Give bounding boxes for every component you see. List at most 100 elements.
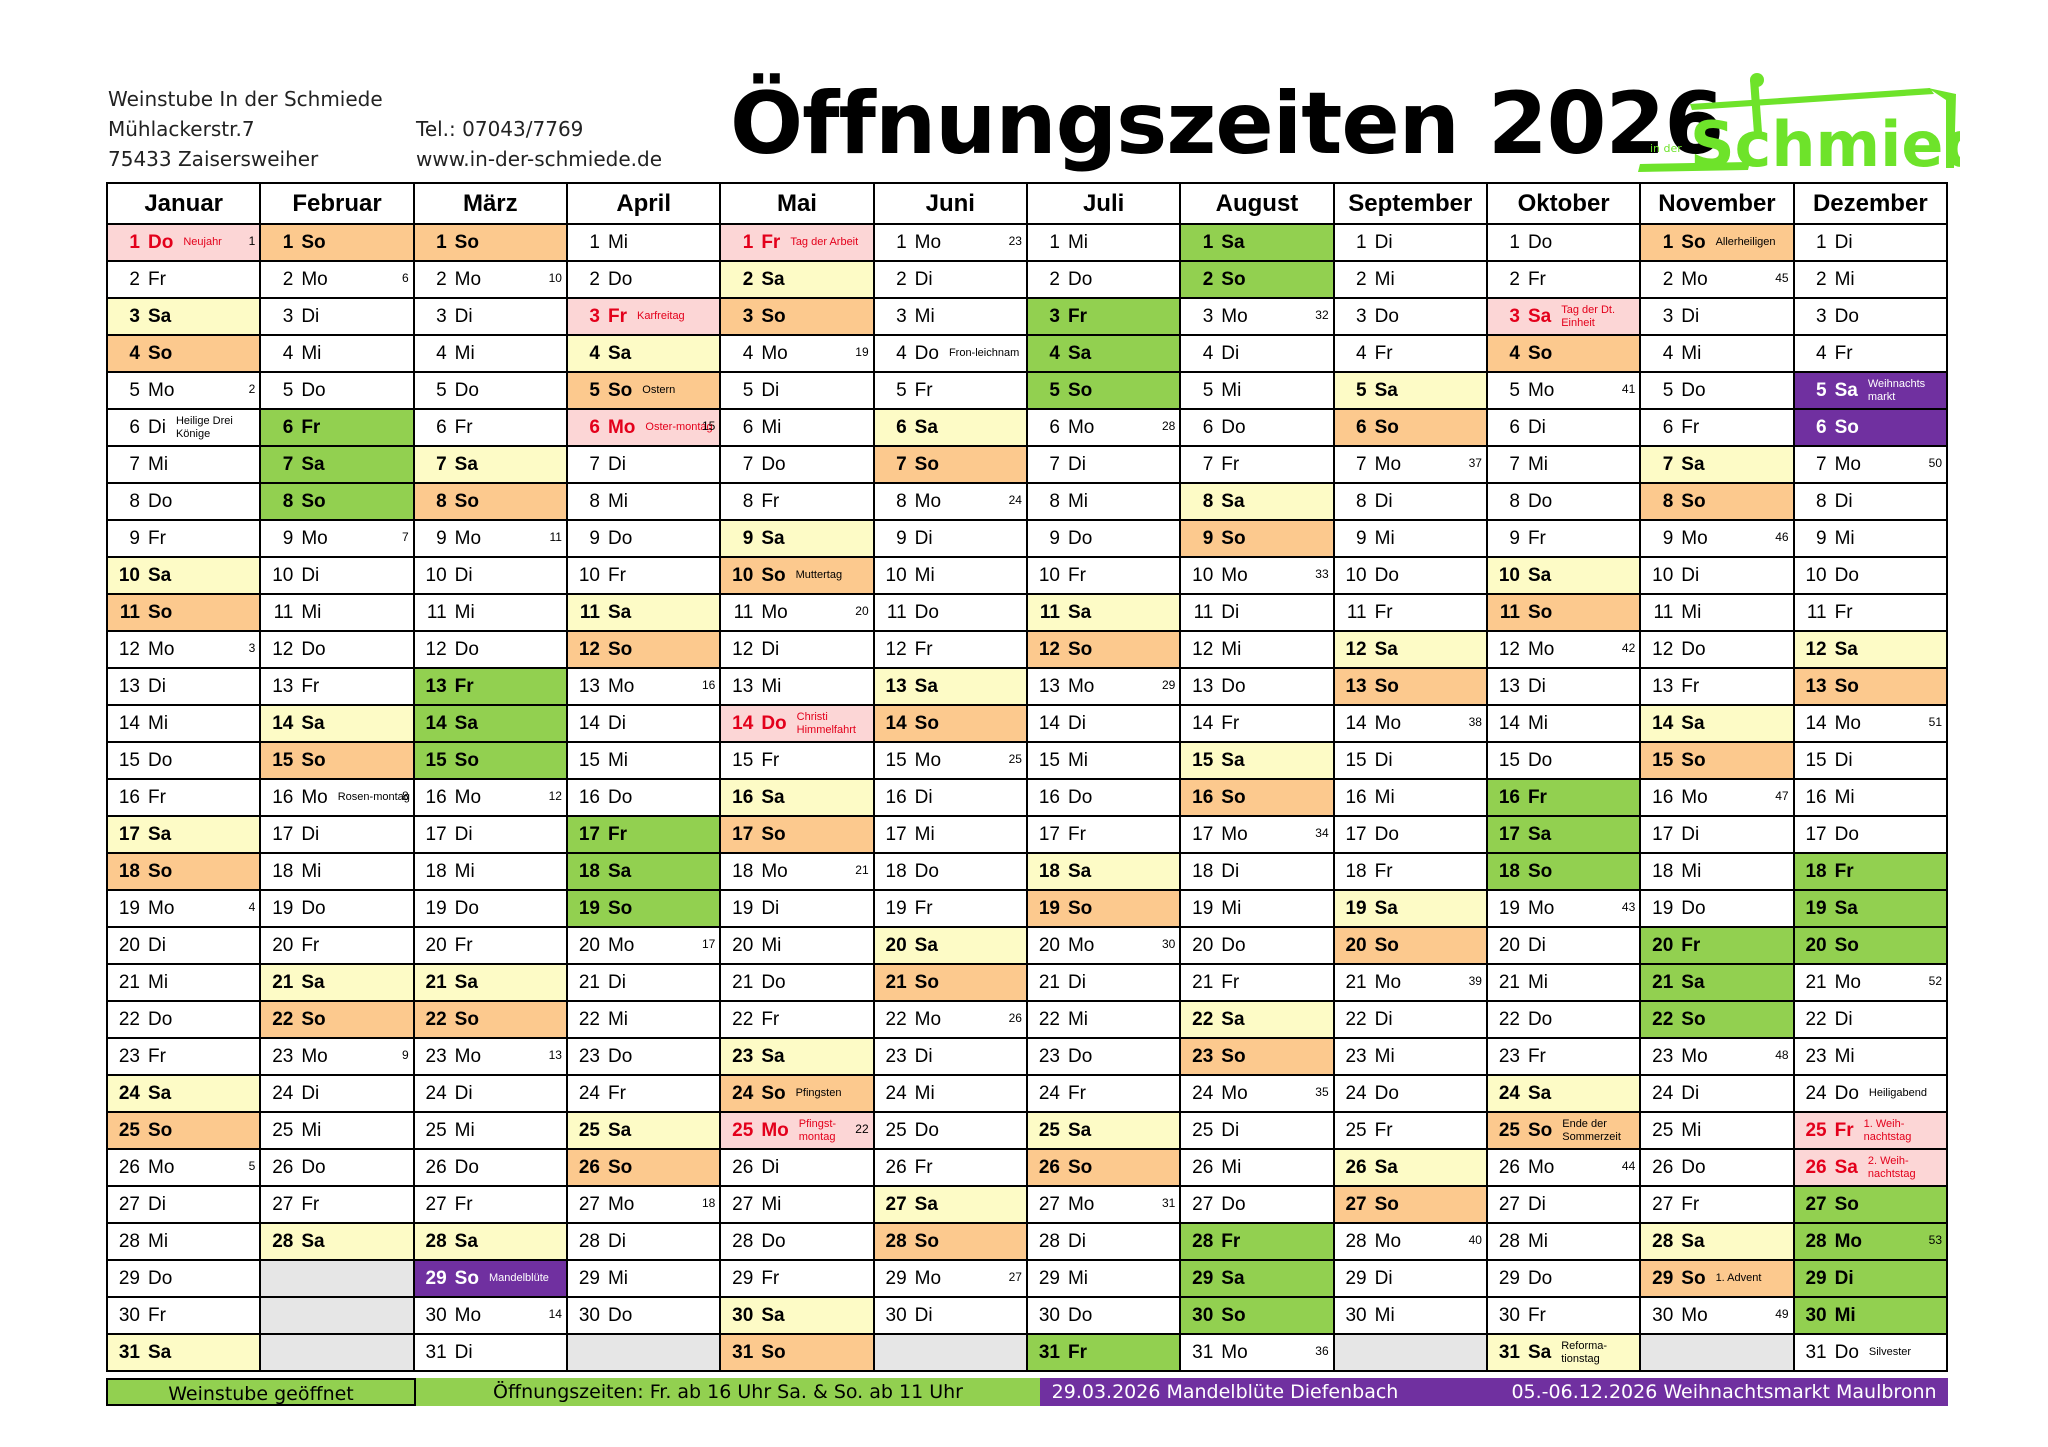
day-cell: 7 Mo 37 <box>1332 445 1488 484</box>
weekday: So <box>1834 675 1859 697</box>
day-cell-content: 31 So <box>721 1335 873 1370</box>
day-cell: 12 Do <box>412 630 568 669</box>
day-number: 8 <box>742 490 754 512</box>
day-cell-content: 24 Mi <box>875 1076 1026 1111</box>
day-number: 20 <box>272 934 294 956</box>
calendar-row: 1 Do Neujahr 1 1 So 1 So 1 Mi 1 Fr Tag der Arbeit 1 Mo… <box>105 223 1949 262</box>
day-cell: 24 Fr <box>565 1074 722 1113</box>
day-cell: 1 So Allerheiligen <box>1639 223 1795 262</box>
day-cell: 8 Sa <box>1179 482 1335 521</box>
day-number: 8 <box>1816 490 1827 512</box>
day-cell-content: 25 Do <box>875 1113 1026 1148</box>
day-cell: 17 Do <box>1792 815 1949 854</box>
day-number: 2 <box>1356 268 1367 290</box>
weekday: Fr <box>1834 1119 1854 1141</box>
day-cell-content: 25 Fr 1. Weih-nachtstag <box>1794 1113 1946 1148</box>
day-number: 6 <box>129 416 140 438</box>
day-cell: 27 Sa <box>872 1185 1028 1224</box>
day-number: 28 <box>732 1230 754 1252</box>
day-cell-content: 27 So <box>1794 1187 1946 1222</box>
weekday: Fr <box>761 231 781 253</box>
day-cell: 12 Di <box>719 630 875 669</box>
logo-text: Schmiede <box>1690 108 1960 176</box>
day-number: 13 <box>425 675 447 697</box>
weekday: Mo <box>761 860 788 882</box>
day-cell-content: 29 Mi <box>1028 1261 1179 1296</box>
day-number: 18 <box>272 860 294 882</box>
day-cell-content: 25 So Ende der Sommerzeit <box>1487 1113 1640 1148</box>
day-number: 25 <box>1345 1119 1367 1141</box>
legend-event-mandelbluete: 29.03.2026 Mandelblüte Diefenbach <box>1051 1381 1399 1403</box>
day-cell: 22 Di <box>1332 1000 1488 1039</box>
weekday: So <box>1527 342 1553 364</box>
weekday: Mo <box>1834 971 1862 993</box>
day-number: 3 <box>282 305 294 327</box>
day-cell-content: 8 So <box>1641 484 1793 519</box>
day-number: 23 <box>1805 1045 1827 1067</box>
day-number: 6 <box>742 416 754 438</box>
day-cell-content: 5 Do <box>1641 373 1792 408</box>
day-cell-content: 27 Di <box>1488 1187 1639 1222</box>
weekday: Di <box>454 305 473 327</box>
day-cell: 31 Sa Reforma-tionstag <box>1485 1333 1642 1372</box>
day-cell-content: 26 Mo 44 <box>1488 1150 1639 1185</box>
calendar-row: 12 Mo 3 12 Do 12 Do 12 So 12 Di 12 Fr 12 So 12 Mi 12 Sa 12 M… <box>105 630 1949 669</box>
day-number: 25 <box>1038 1119 1060 1141</box>
day-number: 5 <box>1049 379 1060 401</box>
day-cell-content: 7 So <box>874 447 1026 482</box>
day-cell: 13 Fr <box>259 667 415 706</box>
day-cell: 25 Sa <box>565 1111 722 1150</box>
day-number: 3 <box>896 305 907 327</box>
day-note: Silvester <box>1868 1346 1912 1358</box>
day-cell-content: 8 Mo 24 <box>875 484 1026 519</box>
day-cell: 4 Fr <box>1792 334 1949 373</box>
day-number: 17 <box>1652 823 1674 845</box>
weekday: Mo <box>607 1193 635 1215</box>
weekday: Di <box>301 564 320 586</box>
empty-day-cell <box>1639 1333 1795 1372</box>
day-number: 29 <box>1038 1267 1060 1289</box>
week-number: 38 <box>1468 715 1482 729</box>
weekday: Mi <box>607 1008 629 1030</box>
day-cell-content: 22 Fr <box>721 1002 872 1037</box>
day-note: 1. Advent <box>1715 1272 1762 1284</box>
day-number: 27 <box>1652 1193 1674 1215</box>
day-cell: 28 Mo 40 <box>1332 1222 1488 1261</box>
day-number: 19 <box>1498 897 1520 919</box>
week-number: 7 <box>401 530 409 544</box>
day-cell: 24 So Pfingsten <box>719 1074 875 1113</box>
day-cell: 26 Do <box>412 1148 568 1187</box>
weekday: Mo <box>148 897 175 919</box>
weekday: Do <box>1681 1156 1706 1178</box>
calendar-row: 9 Fr 9 Mo 7 9 Mo 11 9 Do 9 Sa 9 Di 9 Do 9 So 9 Mi 9 Fr 9 Mo 46 9 M… <box>105 519 1949 558</box>
day-cell: 1 Sa <box>1179 223 1335 262</box>
day-cell: 17 Do <box>1332 815 1488 854</box>
day-cell: 15 So <box>1639 741 1795 780</box>
day-cell-content: 13 Mi <box>721 669 872 704</box>
day-cell-content: 10 Mo 33 <box>1181 558 1332 593</box>
day-cell-content: 29 Mo 27 <box>875 1261 1026 1296</box>
day-cell-content: 27 Fr <box>1641 1187 1792 1222</box>
day-cell: 21 Di <box>565 963 722 1002</box>
day-number: 16 <box>1192 786 1214 808</box>
weekday: So <box>1681 231 1706 253</box>
day-cell-content: 25 Sa <box>1027 1113 1180 1148</box>
day-cell: 19 Di <box>719 889 875 928</box>
weekday: Do <box>301 1156 326 1178</box>
day-number: 10 <box>885 564 907 586</box>
week-number: 1 <box>248 234 256 248</box>
week-number: 3 <box>248 641 256 655</box>
day-number: 22 <box>732 1008 754 1030</box>
day-number: 22 <box>272 1008 294 1030</box>
day-cell-content: 7 Mi <box>108 447 259 482</box>
weekday: Mi <box>761 416 782 438</box>
week-number: 15 <box>701 419 716 433</box>
day-cell-content: 15 So <box>414 743 566 778</box>
day-cell: 28 Mi <box>1485 1222 1642 1261</box>
day-number: 9 <box>1202 527 1214 549</box>
weekday: Di <box>301 305 320 327</box>
day-note: Christi Himmelfahrt <box>796 710 856 736</box>
weekday: Sa <box>1374 379 1398 401</box>
weekday: Di <box>1374 231 1393 253</box>
day-cell-content: 6 Di Heilige Drei Könige <box>108 410 259 445</box>
